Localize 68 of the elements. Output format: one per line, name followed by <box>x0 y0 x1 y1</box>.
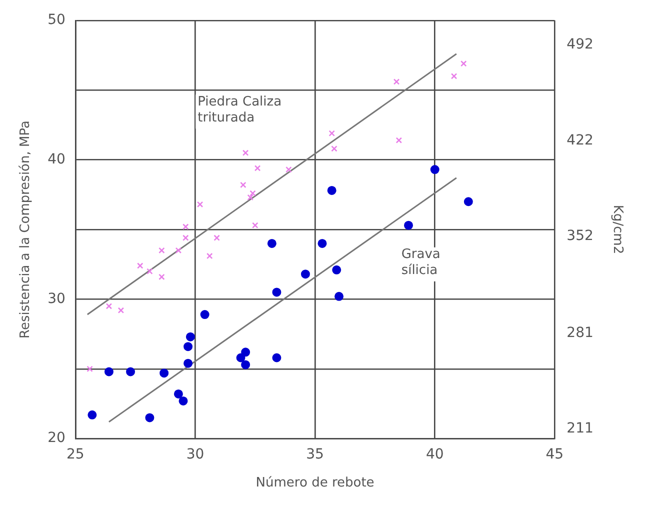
x-tick-label: 30 <box>186 446 204 463</box>
point <box>214 234 220 241</box>
point <box>464 197 473 206</box>
y2-tick-label: 422 <box>566 132 594 148</box>
point <box>126 367 136 376</box>
point <box>254 165 261 172</box>
y2-axis-title: Kg/cm2 <box>610 204 625 254</box>
x-tick-label: 45 <box>546 446 564 463</box>
point <box>328 130 335 136</box>
point <box>106 303 112 310</box>
point <box>332 265 342 274</box>
point <box>286 166 292 173</box>
point <box>184 342 193 352</box>
point <box>146 268 153 274</box>
point <box>160 368 169 378</box>
y2-tick-label: 492 <box>566 36 594 53</box>
point <box>182 234 189 241</box>
point <box>136 262 144 269</box>
y-tick-label: 30 <box>48 290 66 307</box>
annotation: Piedra Caliza triturada <box>198 94 282 126</box>
point <box>334 292 344 301</box>
point <box>241 360 250 370</box>
y-tick-label: 50 <box>48 12 66 28</box>
point <box>272 288 282 297</box>
point <box>240 182 246 188</box>
point <box>393 78 400 85</box>
x-axis-title: Número de rebote <box>256 476 374 491</box>
point <box>104 367 114 376</box>
point <box>241 348 250 357</box>
point <box>175 247 182 254</box>
point <box>404 220 414 230</box>
point <box>174 389 183 398</box>
point <box>145 413 154 422</box>
point <box>86 366 93 372</box>
point <box>272 353 282 362</box>
y2-tick-label: 352 <box>566 228 594 244</box>
x-tick-label: 25 <box>66 446 84 463</box>
point <box>396 137 402 144</box>
point <box>450 73 458 80</box>
point <box>178 396 188 406</box>
point <box>200 310 210 320</box>
y-axis-title: Resistencia a la Compresión, MPa <box>18 120 34 338</box>
point <box>300 270 310 279</box>
point <box>242 150 249 156</box>
point <box>206 252 213 260</box>
point <box>184 358 193 368</box>
point <box>331 146 338 152</box>
point <box>118 307 124 314</box>
point <box>158 274 165 280</box>
y-tick-label: 20 <box>48 430 66 446</box>
x-tick-label: 40 <box>426 446 444 463</box>
x-tick-label: 35 <box>306 446 324 463</box>
point <box>252 222 258 228</box>
point <box>430 165 440 174</box>
point <box>88 410 97 420</box>
point <box>247 194 254 201</box>
point <box>182 224 189 230</box>
point <box>327 186 336 195</box>
point <box>196 201 204 208</box>
point <box>158 247 165 254</box>
y-tick-label: 40 <box>48 151 66 168</box>
y2-tick-label: 281 <box>566 325 594 342</box>
point <box>267 238 276 248</box>
point <box>186 332 195 342</box>
point <box>318 238 327 248</box>
point <box>460 60 467 67</box>
annotation: Grava sílicia <box>401 247 440 278</box>
y2-tick-label: 211 <box>566 420 594 437</box>
